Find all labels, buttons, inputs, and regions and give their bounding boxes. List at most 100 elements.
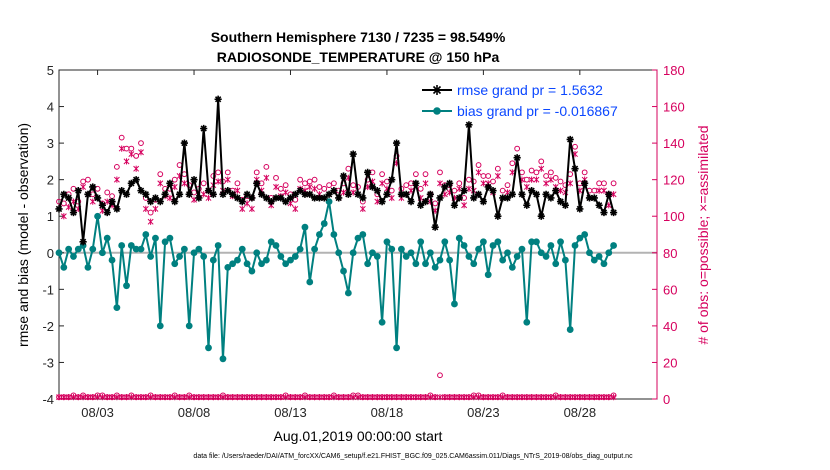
bias-point: [287, 256, 294, 264]
bias-point: [610, 242, 617, 249]
rmse-point: [113, 205, 121, 213]
bias-point: [426, 249, 434, 257]
obs-assimilated-marker: [340, 394, 347, 401]
obs-assimilated-marker: [533, 394, 540, 401]
obs-possible-marker: [157, 171, 164, 178]
obs-assimilated-marker: [610, 394, 617, 401]
bias-point: [605, 249, 613, 257]
rmse-point: [272, 194, 280, 202]
obs-assimilated-marker: [234, 187, 241, 194]
rmse-point: [175, 190, 184, 198]
obs-possible-marker: [128, 145, 135, 152]
obs-possible-marker: [533, 169, 540, 176]
obs-possible-marker: [388, 187, 395, 194]
obs-assimilated-marker: [480, 394, 487, 401]
rmse-point: [581, 179, 589, 187]
obs-assimilated-marker: [215, 178, 222, 185]
obs-assimilated-marker: [292, 394, 299, 401]
obs-assimilated-marker: [596, 394, 603, 401]
bias-point: [103, 234, 111, 242]
obs-assimilated-marker: [89, 198, 96, 205]
rmse-point: [69, 208, 78, 217]
rmse-point: [556, 198, 565, 206]
rmse-point: [214, 95, 222, 103]
bias-point: [407, 249, 415, 257]
rmse-point: [243, 190, 251, 198]
rmse-point: [98, 201, 107, 209]
rmse-point: [147, 198, 155, 206]
legend-bias-label: bias grand pr = -0.016867: [457, 103, 618, 119]
obs-assimilated-marker: [84, 394, 91, 401]
bias-point: [99, 249, 106, 257]
bias-point: [484, 271, 492, 279]
y-right-tick-label: 160: [663, 100, 685, 115]
bias-point: [152, 234, 159, 242]
rmse-point: [436, 194, 444, 202]
obs-possible-marker: [297, 176, 304, 183]
rmse-point: [364, 168, 372, 176]
obs-assimilated-marker: [287, 394, 294, 401]
bias-point: [190, 249, 198, 257]
rmse-point: [233, 194, 242, 202]
bias-point: [156, 322, 164, 330]
obs-assimilated-marker: [176, 394, 183, 401]
y-right-tick-label: 60: [663, 282, 677, 297]
obs-assimilated-marker: [528, 176, 535, 183]
rmse-line: [58, 99, 615, 242]
rmse-point: [151, 194, 160, 202]
obs-assimilated-marker: [152, 394, 159, 401]
obs-assimilated-marker: [60, 213, 67, 220]
obs-possible-marker: [601, 180, 607, 187]
bias-point: [417, 238, 425, 246]
bias-point: [537, 249, 545, 257]
obs-possible-marker: [528, 167, 535, 174]
obs-possible-marker: [138, 140, 144, 147]
bias-point: [262, 256, 270, 264]
rmse-point: [518, 190, 526, 198]
rmse-point: [407, 198, 415, 206]
rmse-point: [277, 194, 285, 202]
rmse-point: [118, 187, 126, 195]
rmse-point: [248, 194, 256, 202]
obs-assimilated-marker: [432, 394, 439, 401]
rmse-point: [310, 194, 319, 202]
bias-point: [224, 264, 232, 271]
obs-assimilated-marker: [268, 394, 275, 401]
x-tick-label: 08/18: [371, 405, 404, 420]
bias-point: [504, 249, 511, 257]
obs-assimilated-marker: [138, 149, 144, 156]
obs-assimilated-marker: [528, 394, 535, 401]
rmse-point: [528, 187, 536, 195]
obs-assimilated-marker: [113, 176, 120, 183]
obs-assimilated-marker: [485, 394, 492, 401]
obs-assimilated-marker: [514, 394, 521, 401]
obs-assimilated-marker: [562, 394, 569, 401]
bias-point: [566, 326, 574, 333]
obs-assimilated-marker: [543, 394, 550, 401]
obs-assimilated-marker: [490, 394, 496, 401]
rmse-point: [532, 190, 541, 198]
obs-assimilated-marker: [475, 169, 482, 176]
y-left-tick-label: 2: [47, 173, 54, 188]
rmse-point: [301, 190, 309, 198]
rmse-point: [397, 190, 406, 198]
rmse-point: [84, 190, 92, 198]
obs-assimilated-marker: [152, 205, 159, 213]
obs-assimilated-marker: [239, 394, 246, 401]
bias-point: [470, 260, 478, 268]
rmse-point: [349, 150, 357, 158]
obs-assimilated-marker: [557, 187, 564, 194]
rmse-point: [595, 201, 603, 209]
rmse-point: [561, 201, 569, 209]
obs-assimilated-marker: [205, 394, 212, 401]
obs-possible-marker: [466, 176, 472, 183]
obs-assimilated-marker: [494, 172, 501, 180]
obs-assimilated-marker: [65, 394, 72, 401]
obs-possible-marker: [118, 134, 125, 141]
rmse-point: [465, 121, 473, 129]
obs-possible-marker: [499, 187, 506, 194]
obs-assimilated-marker: [282, 189, 289, 196]
obs-assimilated-marker: [567, 180, 574, 187]
obs-assimilated-marker: [118, 394, 125, 401]
obs-assimilated-marker: [321, 394, 328, 401]
